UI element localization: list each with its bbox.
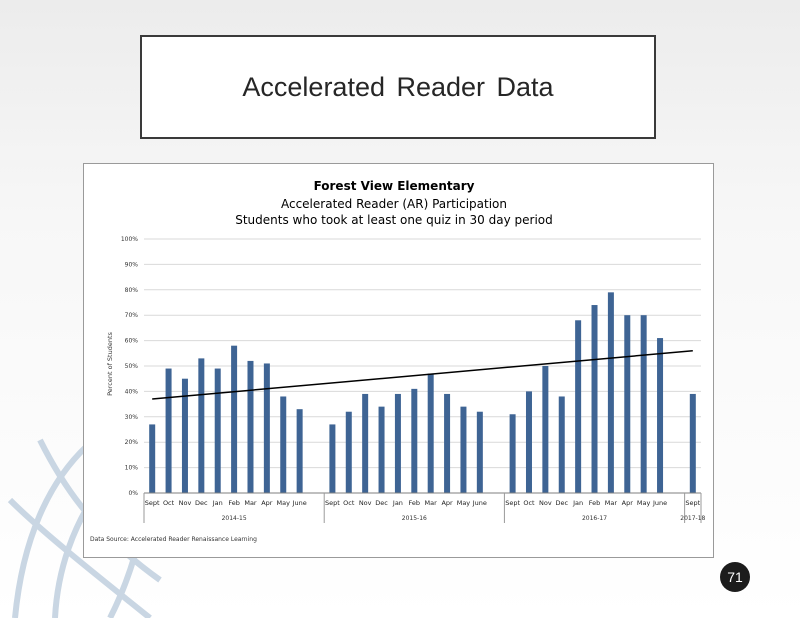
bar: [214, 368, 221, 493]
slide-title: Accelerated Reader Data: [140, 35, 656, 139]
bar: [624, 315, 631, 493]
group-label: 2017-18: [680, 515, 705, 522]
chart-title: Forest View Elementary: [314, 179, 475, 193]
y-tick-label: 70%: [125, 312, 139, 319]
x-tick-label: Oct: [523, 499, 535, 507]
x-tick-label: Sept: [685, 499, 700, 507]
bar: [607, 292, 614, 493]
bar: [591, 305, 598, 493]
y-tick-label: 10%: [125, 465, 139, 472]
bar: [394, 393, 401, 493]
x-tick-label: Sept: [145, 499, 160, 507]
trendline: [152, 350, 693, 400]
chart: Forest View Elementary Accelerated Reade…: [90, 179, 706, 543]
x-tick-label: Sept: [325, 499, 340, 507]
bar: [411, 388, 418, 493]
bar: [296, 409, 303, 493]
y-tick-label: 100%: [121, 236, 138, 243]
x-tick-label: Dec: [555, 499, 568, 507]
bar: [689, 393, 696, 493]
x-tick-label: Dec: [375, 499, 388, 507]
bar: [345, 411, 352, 493]
x-tick-label: Sept: [505, 499, 520, 507]
x-tick-label: Nov: [539, 499, 552, 507]
chart-subtitle: Accelerated Reader (AR) Participation: [281, 197, 507, 211]
bar: [427, 373, 434, 493]
bar: [542, 366, 549, 493]
x-tick-label: June: [472, 499, 487, 507]
y-tick-label: 20%: [125, 439, 139, 446]
chart-frame: Forest View Elementary Accelerated Reade…: [83, 163, 714, 558]
x-tick-label: May: [277, 499, 291, 507]
group-label: 2016-17: [582, 515, 607, 522]
y-tick-label: 60%: [125, 338, 139, 345]
x-tick-label: Mar: [605, 499, 618, 507]
bar: [558, 396, 565, 493]
bar: [329, 424, 336, 493]
bar: [657, 338, 664, 493]
y-tick-label: 30%: [125, 414, 139, 421]
x-tick-label: Jan: [572, 499, 583, 507]
bar: [165, 368, 172, 493]
bar: [509, 414, 516, 493]
x-tick-label: Jan: [212, 499, 223, 507]
chart-subtitle-2: Students who took at least one quiz in 3…: [235, 213, 553, 227]
x-tick-label: Mar: [244, 499, 257, 507]
y-tick-label: 0%: [128, 490, 138, 497]
x-tick-label: Jan: [392, 499, 403, 507]
y-axis-label: Percent of Students: [106, 331, 114, 395]
group-label: 2015-16: [402, 515, 427, 522]
x-tick-label: Feb: [228, 499, 240, 507]
bar: [263, 363, 270, 493]
x-tick-label: Oct: [343, 499, 355, 507]
bar: [362, 393, 369, 493]
x-tick-label: June: [292, 499, 307, 507]
bar: [198, 358, 205, 493]
bar: [525, 391, 532, 493]
y-tick-label: 80%: [125, 287, 139, 294]
x-tick-label: Feb: [409, 499, 421, 507]
source-note: Data Source: Accelerated Reader Renaissa…: [90, 536, 257, 543]
x-tick-label: Apr: [622, 499, 634, 507]
bar: [460, 406, 467, 493]
y-tick-label: 40%: [125, 388, 139, 395]
bar: [247, 360, 254, 493]
x-tick-label: May: [637, 499, 651, 507]
bar: [149, 424, 156, 493]
bar: [280, 396, 287, 493]
x-tick-label: May: [457, 499, 471, 507]
bar: [181, 378, 188, 493]
bar: [378, 406, 385, 493]
x-tick-label: Apr: [261, 499, 273, 507]
bar: [444, 393, 451, 493]
y-tick-label: 50%: [125, 363, 139, 370]
x-tick-label: Dec: [195, 499, 208, 507]
x-tick-label: Apr: [441, 499, 453, 507]
x-tick-label: June: [652, 499, 667, 507]
x-tick-label: Nov: [359, 499, 372, 507]
bar: [575, 320, 582, 493]
bar: [476, 411, 483, 493]
page-number-badge: 71: [720, 562, 750, 592]
x-tick-label: Mar: [425, 499, 438, 507]
x-tick-label: Feb: [589, 499, 601, 507]
y-tick-label: 90%: [125, 261, 139, 268]
group-label: 2014-15: [222, 515, 247, 522]
bar: [640, 315, 647, 493]
x-tick-label: Nov: [179, 499, 192, 507]
bar: [231, 345, 238, 493]
x-tick-label: Oct: [163, 499, 175, 507]
